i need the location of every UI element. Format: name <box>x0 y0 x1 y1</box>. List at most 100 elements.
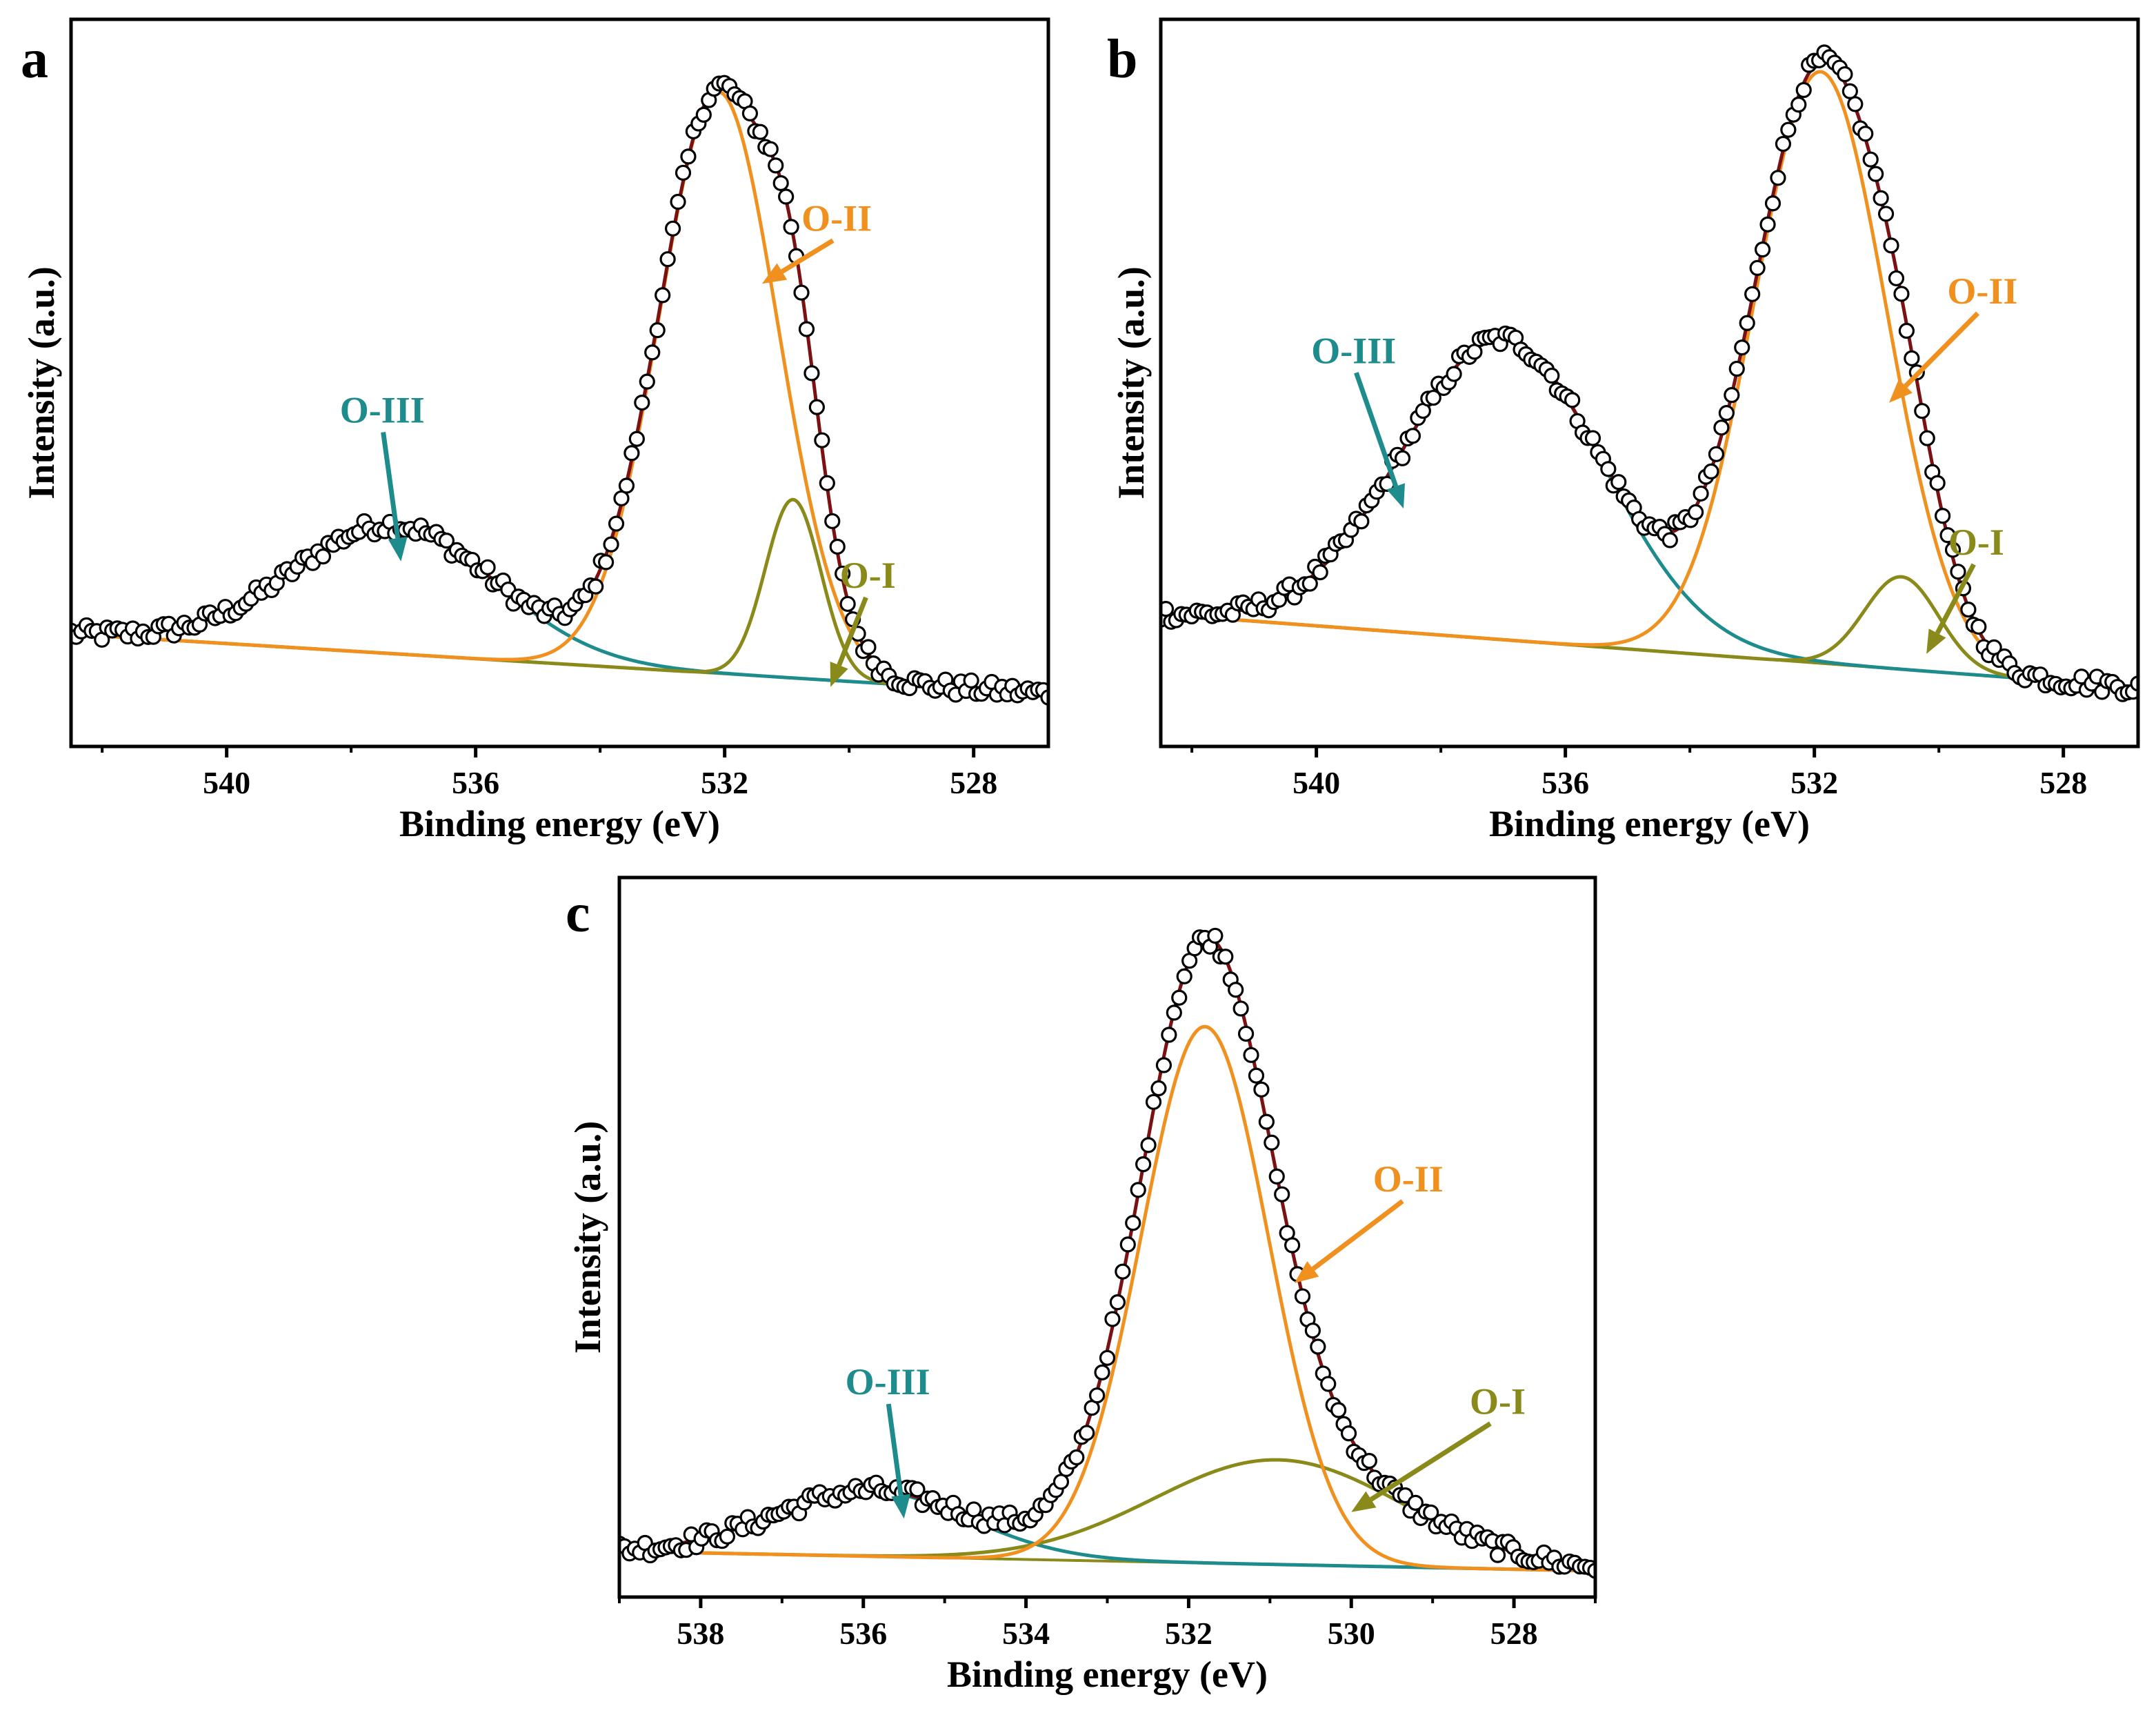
data-point <box>835 565 851 582</box>
component-curve-o-ii <box>1161 70 2138 689</box>
chart-panel-a: 540 536 532 528 Binding energy (eV) Intensity… <box>21 17 1050 844</box>
data-point <box>315 548 332 565</box>
data-point <box>1703 463 1719 480</box>
data-point <box>963 672 979 688</box>
data-point <box>1661 532 1678 548</box>
data-point <box>1446 366 1462 382</box>
data-point <box>1944 542 1962 558</box>
data-point <box>675 164 692 181</box>
data-point <box>1104 1311 1121 1327</box>
peak-arrow-head <box>1351 1491 1377 1512</box>
data-point <box>778 188 795 205</box>
data-point <box>1939 527 1956 544</box>
peak-arrow-shaft <box>1311 1199 1404 1271</box>
data-point <box>1888 270 1905 287</box>
data-point <box>1079 1425 1095 1441</box>
data-point <box>1176 968 1192 984</box>
data-point <box>1960 602 1977 618</box>
data-point <box>1759 216 1776 232</box>
data-point <box>649 322 666 339</box>
x-tick-label: 528 <box>1490 1616 1538 1651</box>
data-point <box>860 639 877 655</box>
x-tick-label: 536 <box>1541 765 1589 800</box>
data-point <box>1970 618 1987 635</box>
data-point <box>1068 1449 1085 1466</box>
data-point <box>438 533 455 549</box>
data-point <box>1739 315 1755 331</box>
data-point <box>1099 1349 1116 1366</box>
data-point <box>598 554 615 571</box>
data-point <box>1914 403 1930 419</box>
data-point <box>1713 419 1730 436</box>
data-point <box>695 106 712 123</box>
data-point <box>1217 949 1234 965</box>
x-tick-label: 530 <box>1328 1616 1375 1651</box>
x-axis-label: Binding energy (eV) <box>1489 803 1810 844</box>
x-axis-label: Binding energy (eV) <box>399 803 720 844</box>
data-point <box>1094 1364 1110 1380</box>
data-point <box>588 578 604 595</box>
peak-arrow-head <box>761 263 788 284</box>
peak-label-o-ii: O-II <box>801 198 872 239</box>
peak-label-o-i: O-I <box>1948 522 2004 563</box>
data-point <box>1284 1237 1301 1254</box>
peak-arrow-head <box>891 1494 911 1519</box>
x-tick-label: 528 <box>2039 765 2087 800</box>
peak-label-o-i: O-I <box>1470 1381 1526 1423</box>
data-point <box>1301 575 1318 592</box>
data-point <box>1904 350 1920 367</box>
x-tick-label: 538 <box>677 1616 724 1651</box>
data-point <box>634 395 650 411</box>
x-tick-label: 534 <box>1002 1616 1050 1651</box>
data-point <box>1312 564 1328 581</box>
peak-labels: O-II O-I O-III <box>846 1158 1526 1519</box>
data-point <box>1764 195 1781 212</box>
data-point <box>1564 392 1581 408</box>
data-point <box>1893 286 1910 302</box>
data-point <box>752 123 768 140</box>
data-point <box>1841 83 1858 99</box>
data-point <box>1837 66 1853 83</box>
data-point <box>1423 1504 1439 1520</box>
data-point <box>1950 564 1966 580</box>
peak-arrow-shaft <box>1935 563 1976 635</box>
data-point <box>1232 1000 1249 1017</box>
data-point <box>1929 475 1946 491</box>
data-point <box>1708 446 1725 462</box>
data-point <box>1584 430 1601 446</box>
x-axis-label: Binding energy (eV) <box>947 1654 1268 1695</box>
data-point <box>1868 166 1884 182</box>
peak-labels: O-II O-I O-III <box>340 198 896 687</box>
data-point <box>1109 1294 1126 1311</box>
data-point <box>1544 367 1560 384</box>
peak-label-o-i: O-I <box>840 555 896 596</box>
data-point <box>623 445 640 462</box>
data-point <box>829 538 846 555</box>
data-point <box>1264 1134 1280 1151</box>
x-axis: 540 536 532 528 <box>1190 746 2087 800</box>
data-point <box>1253 1081 1270 1098</box>
data-point <box>1718 405 1735 422</box>
data-points <box>1161 44 2138 702</box>
chart-panel-b: 540 536 532 528 Binding energy (eV) Intensity… <box>1107 17 2140 844</box>
data-point <box>1304 1322 1321 1339</box>
y-axis-label: Intensity (a.u.) <box>567 1121 608 1354</box>
data-point <box>1248 1067 1265 1084</box>
data-point <box>1155 1057 1172 1073</box>
x-tick-label: 540 <box>1292 765 1340 800</box>
peak-arrow-head <box>1888 379 1913 403</box>
peak-label-o-iii: O-III <box>340 389 425 430</box>
peak-arrow-shaft <box>886 1403 904 1496</box>
x-axis: 540 536 532 528 <box>101 746 997 800</box>
data-point <box>1693 485 1709 502</box>
panel-letter: a <box>21 29 48 90</box>
data-point <box>1425 389 1441 406</box>
data-point <box>1268 1168 1285 1185</box>
data-point <box>1361 1452 1377 1469</box>
peak-arrow-head <box>388 537 408 562</box>
data-point <box>1728 360 1745 377</box>
x-tick-label: 532 <box>1790 765 1838 800</box>
data-point <box>1404 428 1421 444</box>
data-point <box>814 432 830 448</box>
